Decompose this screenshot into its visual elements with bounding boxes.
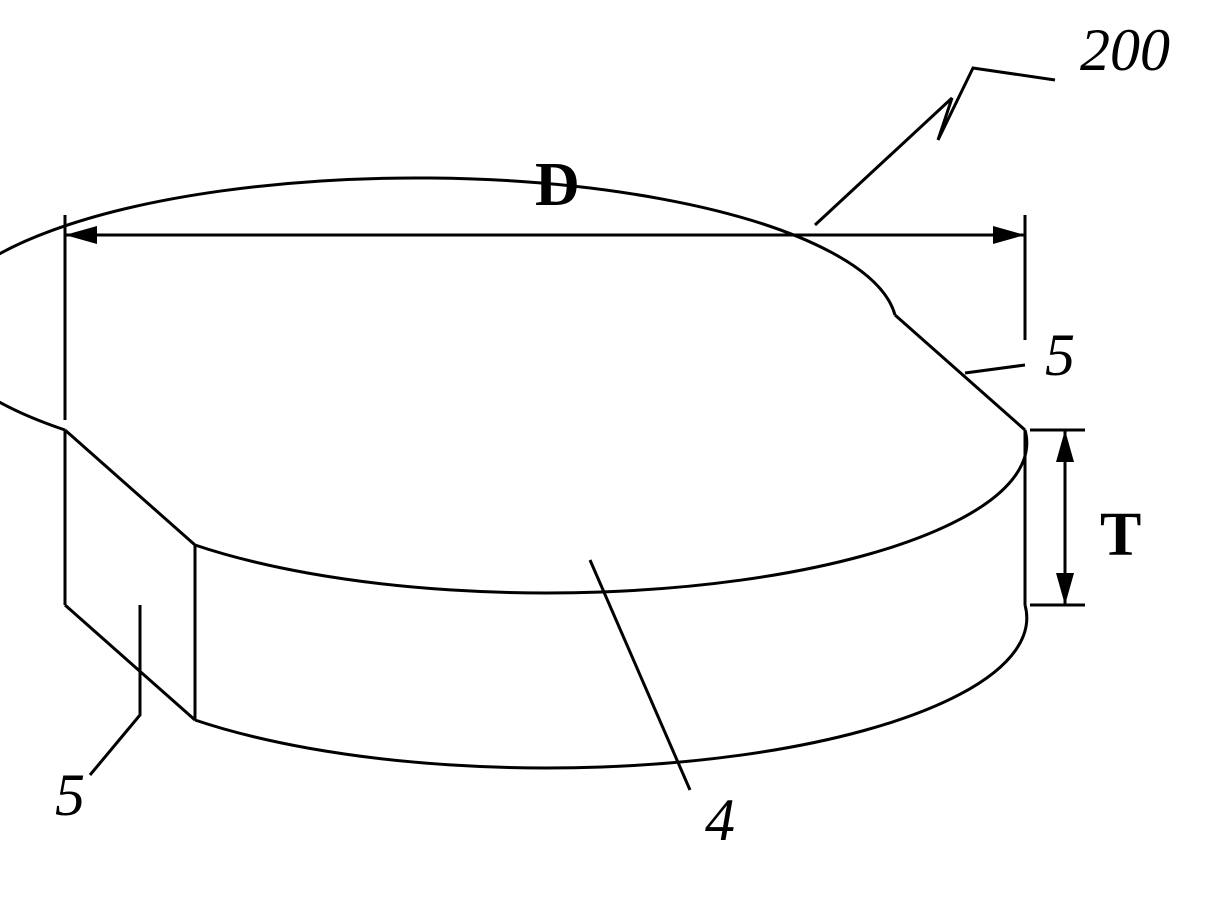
disc-flat-left-top [65,430,195,545]
label-flat-right: 5 [1045,322,1075,388]
dim-d-arrow-right [993,226,1025,244]
leader-top-surface [590,560,690,790]
disc-top-arc-upper [0,178,895,430]
dim-t-arrow-top [1056,430,1074,462]
dim-t-arrow-bottom [1056,573,1074,605]
disc-flat-right-top [895,315,1025,430]
label-flat-left: 5 [55,762,85,828]
label-thickness: T [1100,501,1141,569]
disc-top-arc-lower [195,430,1027,593]
label-diameter: D [535,151,580,219]
disc-flat-left-bottom [65,605,195,720]
leader-flat-left [90,605,140,775]
leader-flat-right [965,365,1025,373]
label-top-surface: 4 [705,787,735,853]
label-figure-ref: 200 [1080,17,1170,83]
dim-d-arrow-left [65,226,97,244]
leader-figure-ref [815,68,1055,225]
disc-bottom-arc [195,605,1027,768]
